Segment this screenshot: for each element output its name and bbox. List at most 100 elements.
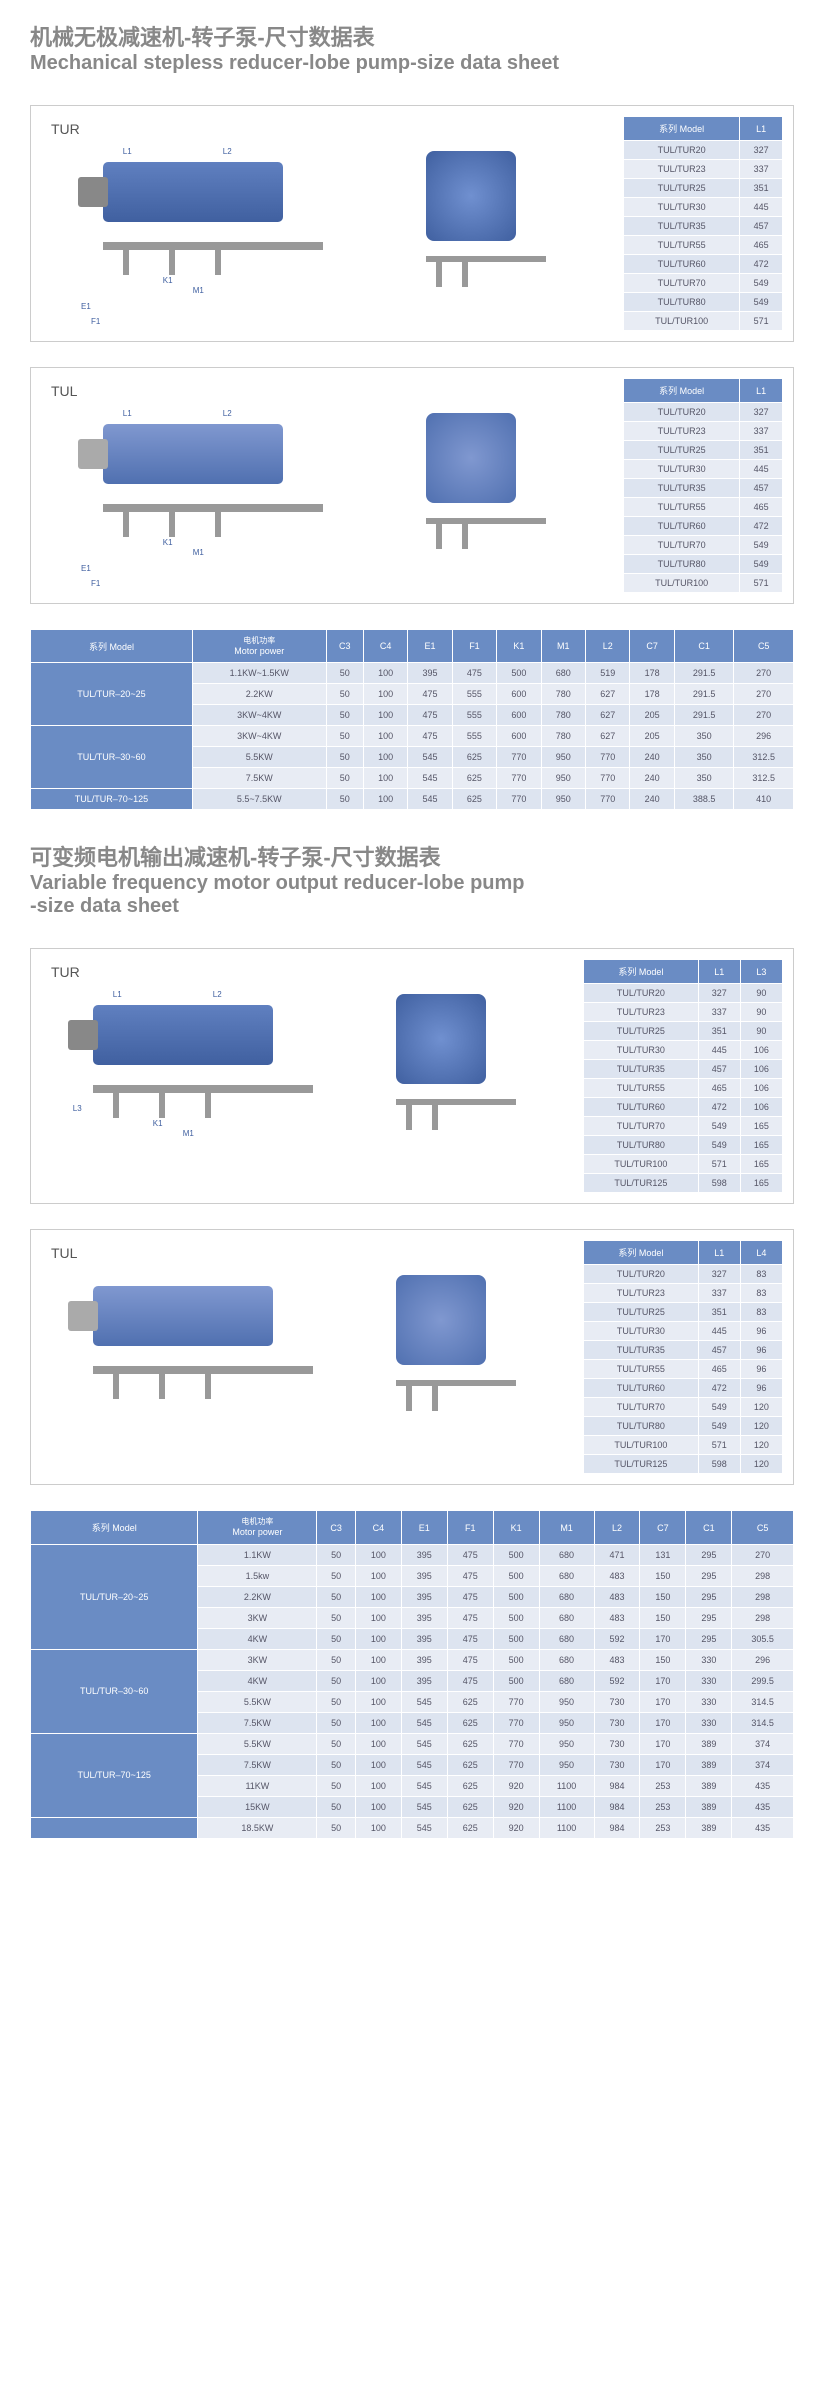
- table-cell: TUL/TUR23: [584, 1003, 699, 1022]
- table-cell: 150: [640, 1586, 686, 1607]
- table-cell: 780: [541, 705, 585, 726]
- table-cell: 150: [640, 1607, 686, 1628]
- table-cell: 625: [447, 1691, 493, 1712]
- table-cell: TUL/TUR25: [624, 441, 740, 460]
- table-cell: 83: [740, 1303, 782, 1322]
- table-cell: TUL/TUR30: [584, 1041, 699, 1060]
- table-cell: 351: [698, 1303, 740, 1322]
- table-cell: 295: [686, 1586, 732, 1607]
- table-cell: 50: [326, 768, 363, 789]
- table-cell: 291.5: [674, 684, 734, 705]
- table-cell: 96: [740, 1360, 782, 1379]
- table-cell: 96: [740, 1379, 782, 1398]
- table-cell: 205: [630, 705, 674, 726]
- table-cell: 1.1KW~1.5KW: [192, 663, 326, 684]
- table-cell: 2.2KW: [192, 684, 326, 705]
- table-cell: 625: [452, 768, 496, 789]
- table-cell: 100: [355, 1712, 401, 1733]
- table-cell: 545: [408, 747, 452, 768]
- table-cell: 270: [734, 705, 794, 726]
- table-cell: 475: [447, 1565, 493, 1586]
- table-cell: 314.5: [732, 1712, 794, 1733]
- table-cell: 730: [594, 1754, 640, 1775]
- table-cell: 170: [640, 1712, 686, 1733]
- table-cell: 100: [363, 663, 407, 684]
- table-cell: 299.5: [732, 1670, 794, 1691]
- table-cell: 100: [355, 1733, 401, 1754]
- table-cell: 2.2KW: [198, 1586, 317, 1607]
- table-cell: 15KW: [198, 1796, 317, 1817]
- table-cell: 1.1KW: [198, 1544, 317, 1565]
- table-cell: TUL/TUR100: [584, 1155, 699, 1174]
- table-cell: 680: [539, 1544, 594, 1565]
- table-cell: TUL/TUR60: [584, 1379, 699, 1398]
- table-cell: 592: [594, 1628, 640, 1649]
- table-cell: 350: [674, 747, 734, 768]
- table-cell: 475: [447, 1586, 493, 1607]
- table-cell: 330: [686, 1712, 732, 1733]
- table-cell: 950: [541, 747, 585, 768]
- tul-label-2: TUL: [51, 1245, 77, 1261]
- table-cell: 7.5KW: [198, 1712, 317, 1733]
- table-cell: TUL/TUR55: [584, 1079, 699, 1098]
- table-cell: 770: [493, 1712, 539, 1733]
- table-cell: TUL/TUR35: [584, 1341, 699, 1360]
- table-cell: 120: [740, 1436, 782, 1455]
- table-cell: 291.5: [674, 705, 734, 726]
- table-cell: 549: [698, 1398, 740, 1417]
- table-cell: 100: [355, 1565, 401, 1586]
- table-cell: 100: [363, 789, 407, 810]
- table-cell: 730: [594, 1712, 640, 1733]
- table-cell: 327: [740, 403, 783, 422]
- table-cell: 170: [640, 1733, 686, 1754]
- table-cell: 920: [493, 1796, 539, 1817]
- table-cell: 7.5KW: [192, 768, 326, 789]
- table-cell: 500: [493, 1670, 539, 1691]
- table-cell: 5.5KW: [192, 747, 326, 768]
- tur-label-1: TUR: [51, 121, 80, 137]
- table-cell: 314.5: [732, 1691, 794, 1712]
- table-cell: 445: [740, 460, 783, 479]
- table-cell: 555: [452, 684, 496, 705]
- table-cell: 395: [408, 663, 452, 684]
- table-cell: 445: [698, 1041, 740, 1060]
- tur-label-2: TUR: [51, 964, 80, 980]
- table-cell: 770: [493, 1754, 539, 1775]
- table-cell: 770: [497, 768, 541, 789]
- table-cell: 950: [541, 768, 585, 789]
- title-cn-2: 可变频电机输出减速机-转子泵-尺寸数据表: [30, 840, 794, 872]
- table-cell: 1100: [539, 1817, 594, 1838]
- table-cell: 950: [539, 1754, 594, 1775]
- table-cell: 472: [698, 1379, 740, 1398]
- table-cell: 627: [586, 726, 630, 747]
- table-cell: 1100: [539, 1775, 594, 1796]
- table-cell: 780: [541, 726, 585, 747]
- table-cell: 170: [640, 1691, 686, 1712]
- table-cell: TUL/TUR30: [584, 1322, 699, 1341]
- table-cell: 500: [493, 1544, 539, 1565]
- table-cell: 545: [401, 1796, 447, 1817]
- table-cell: 600: [497, 705, 541, 726]
- table-cell: 984: [594, 1796, 640, 1817]
- table-cell: 270: [734, 684, 794, 705]
- table-cell: 680: [539, 1628, 594, 1649]
- table-cell: 327: [698, 1265, 740, 1284]
- table-cell: 571: [740, 574, 783, 593]
- table-cell: 395: [401, 1649, 447, 1670]
- table-cell: 351: [740, 179, 783, 198]
- tur-diagram-2: TUR L1 L2 L3 K1 M1: [41, 959, 568, 1193]
- table-cell: 395: [401, 1607, 447, 1628]
- table-cell: TUL/TUR20: [584, 984, 699, 1003]
- table-cell: 389: [686, 1775, 732, 1796]
- table-cell: 549: [698, 1136, 740, 1155]
- model-cell: TUL/TUR–70~125: [31, 1733, 198, 1817]
- table-cell: 465: [740, 236, 783, 255]
- table-cell: 50: [326, 726, 363, 747]
- table-cell: 555: [452, 705, 496, 726]
- table-cell: 680: [539, 1649, 594, 1670]
- table-cell: 483: [594, 1586, 640, 1607]
- table-cell: 500: [493, 1649, 539, 1670]
- table-cell: TUL/TUR100: [624, 574, 740, 593]
- table-cell: 178: [630, 663, 674, 684]
- table-cell: 18.5KW: [198, 1817, 317, 1838]
